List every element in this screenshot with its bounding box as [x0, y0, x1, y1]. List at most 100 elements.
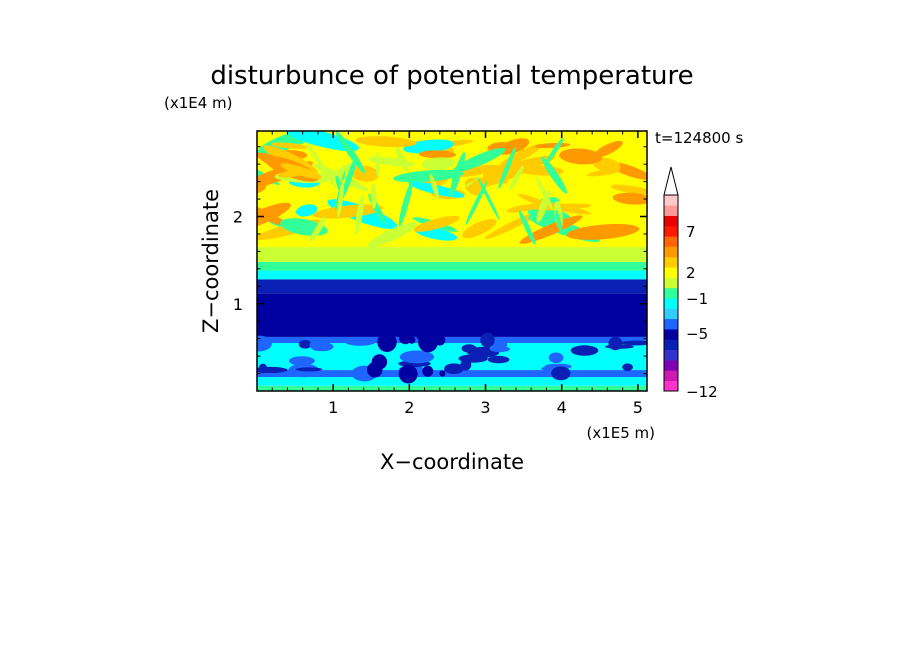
contour-patch [350, 165, 380, 182]
colorbar-tick-label: −12 [686, 383, 718, 401]
contour-patch-lower [399, 350, 435, 364]
x-tick-label: 5 [633, 398, 643, 417]
colorbar-tick-label: −1 [686, 290, 708, 308]
contour-patch [421, 157, 456, 170]
contour-patch [610, 184, 647, 195]
colorbar-swatch [664, 277, 678, 289]
contour-streak [306, 142, 338, 190]
contour-patch-lower [604, 344, 635, 349]
contour-patch-lower [622, 363, 633, 372]
contour-streak [395, 147, 409, 172]
colorbar: 7 2 −1 −5 −12 [663, 166, 718, 401]
y-axis-label: Z−coordinate [199, 189, 223, 333]
contour-cell [434, 334, 446, 346]
colorbar-frame [663, 194, 679, 392]
contour-patch [566, 223, 640, 240]
contour-streak [309, 216, 326, 242]
colorbar-swatch [664, 349, 678, 361]
contour-patch-lower [487, 355, 510, 364]
contour-band-7 [257, 270, 647, 280]
contour-streak [541, 156, 567, 194]
colorbar-swatch [664, 225, 678, 237]
time-label: t=124800 s [655, 129, 743, 147]
contour-streak [555, 209, 563, 236]
contour-patch [559, 148, 603, 165]
contour-patch [612, 192, 647, 205]
colorbar-swatch [664, 195, 678, 206]
contour-streak [335, 131, 366, 174]
contour-streak [545, 138, 564, 165]
contour-band-0 [257, 385, 647, 391]
contour-cell [408, 336, 416, 344]
x-axis-label: X−coordinate [380, 450, 524, 474]
colorbar-swatch [664, 329, 678, 340]
contour-patch [355, 136, 417, 148]
colorbar-swatch [664, 287, 678, 299]
contour-patch-lower [257, 366, 288, 374]
contour-cell [422, 365, 434, 377]
contour-cell [418, 332, 438, 353]
x-tick-label: 1 [328, 398, 338, 417]
x-axis-ticks: 1 2 3 4 5 [271, 131, 643, 417]
contour-patch-lower [345, 338, 376, 346]
contour-patch [452, 147, 506, 173]
x-tick-label: 4 [557, 398, 567, 417]
contour-band-5 [257, 293, 647, 337]
contour-cell [398, 364, 418, 384]
colorbar-swatch [664, 360, 678, 371]
contour-streak [536, 176, 553, 211]
colorbar-swatch [664, 215, 678, 227]
contour-streak [498, 146, 516, 189]
contour-streak [337, 179, 345, 218]
contour-band-1 [257, 377, 647, 386]
colorbar-tick-label: 7 [686, 223, 696, 241]
contour-detail [257, 131, 647, 384]
y-tick-label: 2 [233, 208, 243, 227]
colorbar-swatch [664, 298, 678, 309]
contour-patch [519, 215, 583, 244]
contour-patch-lower [551, 366, 571, 381]
colorbar-tick-label: 2 [686, 264, 696, 282]
colorbar-swatch [664, 256, 678, 268]
chart-title: disturbunce of potential temperature [210, 61, 693, 91]
contour-patch [506, 204, 540, 213]
x-tick-label: 2 [404, 398, 414, 417]
contour-streak [370, 184, 377, 209]
colorbar-swatch [664, 308, 678, 320]
contour-patch [285, 131, 359, 152]
y-tick-label: 1 [233, 295, 243, 314]
colorbar-swatch [664, 267, 678, 278]
colorbar-swatch [664, 318, 678, 330]
contour-patch [418, 150, 457, 159]
contour-patch [393, 169, 464, 183]
x-tick-label: 3 [480, 398, 490, 417]
contour-streak [465, 181, 488, 226]
y-axis-ticks: 12 [233, 146, 647, 375]
plot-frame [256, 130, 648, 392]
contour-patch-lower [480, 332, 495, 348]
contour-patch [593, 140, 623, 158]
contour-streak [518, 210, 536, 245]
contour-patch-lower [461, 344, 477, 353]
contour-streak [508, 165, 524, 191]
contour-patch [280, 163, 322, 179]
contour-band-9 [257, 247, 647, 262]
contour-patch-lower [257, 335, 272, 352]
contour-patch-lower [258, 363, 268, 374]
contour-patch [462, 218, 497, 239]
contour-patch [367, 222, 418, 248]
contour-patch-lower [444, 363, 464, 375]
contour-streak [429, 174, 439, 199]
contour-patch [270, 142, 308, 149]
contour-streak [355, 194, 364, 236]
contour-cell [379, 338, 393, 352]
contour-band-8 [257, 261, 647, 271]
contour-streak [449, 152, 466, 198]
contour-streak [375, 151, 380, 178]
colorbar-tick-label: −5 [686, 325, 708, 343]
contour-patch [413, 215, 460, 232]
contour-patch [586, 169, 621, 177]
contour-patch-lower [570, 345, 599, 356]
contour-patch-lower [288, 356, 315, 366]
contour-streak [341, 154, 358, 200]
